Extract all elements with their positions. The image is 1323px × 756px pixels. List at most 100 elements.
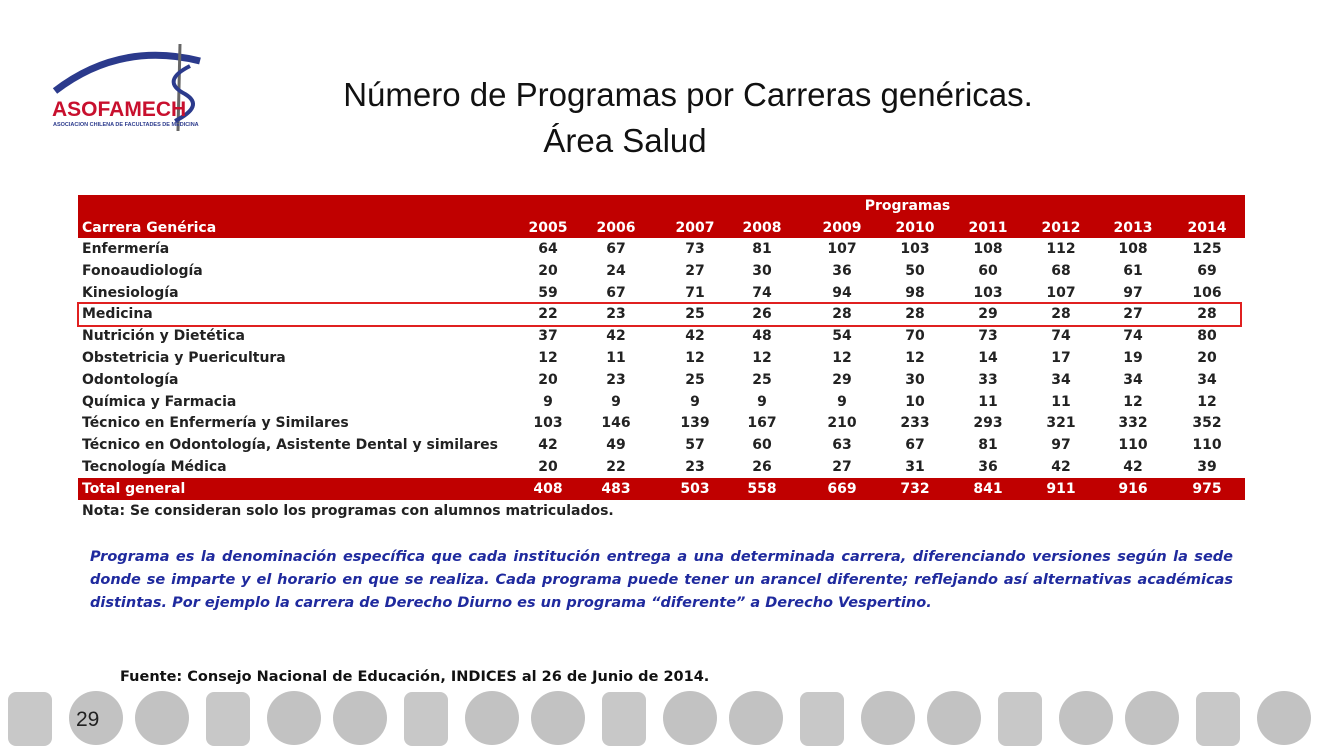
table-cell: 293 (973, 415, 1003, 432)
table-cell: Fonoaudiología (82, 262, 203, 279)
logo-name: ASOFAMECH (52, 98, 186, 121)
table-cell: 69 (1197, 262, 1217, 279)
total-cell: 669 (827, 480, 857, 497)
table-cell: 29 (978, 306, 998, 323)
table-cell: 103 (900, 241, 930, 257)
table-cell: 60 (752, 437, 772, 454)
table-cell: 28 (1197, 306, 1217, 323)
total-cell: 975 (1192, 480, 1222, 497)
subtitle: Área Salud (543, 122, 707, 159)
column-header: 2011 (968, 220, 1008, 236)
table-cell: 67 (606, 241, 626, 257)
table-cell: 12 (685, 350, 705, 366)
institution-logo (1059, 691, 1113, 745)
institution-logo (861, 691, 915, 745)
table-cell: 97 (1123, 284, 1143, 301)
institution-logo (998, 692, 1042, 746)
institution-logo (729, 691, 783, 745)
table-cell: 49 (606, 437, 626, 454)
table-cell: Técnico en Odontología, Asistente Dental… (82, 437, 498, 454)
column-header: 2010 (895, 220, 935, 236)
column-header: 2013 (1113, 220, 1153, 236)
table-cell: 34 (1123, 371, 1143, 388)
table-cell: 73 (685, 241, 705, 257)
table-cell: 23 (606, 371, 626, 388)
institution-logo (927, 691, 981, 745)
table-cell: 10 (905, 393, 925, 410)
table-cell: 233 (900, 415, 930, 432)
table-cell: 81 (752, 241, 772, 257)
logo-arc (52, 51, 201, 94)
institution-logo (531, 691, 585, 745)
table-cell: 352 (1192, 415, 1222, 432)
table-cell: 9 (757, 393, 767, 410)
total-cell: 483 (601, 480, 631, 497)
table-cell: Kinesiología (82, 284, 179, 301)
footer-logos (8, 691, 1311, 746)
total-cell: 503 (680, 480, 710, 497)
table-cell: 57 (685, 437, 705, 454)
table-cell: 12 (905, 350, 925, 366)
table-cell: 37 (538, 328, 558, 345)
table-cell: Técnico en Enfermería y Similares (82, 415, 349, 432)
table-cell: 22 (606, 459, 626, 475)
table-cell: 23 (606, 306, 626, 323)
table-cell: Tecnología Médica (82, 459, 227, 475)
table-cell: 332 (1118, 415, 1148, 432)
column-header: 2006 (596, 220, 636, 236)
table-cell: 9 (837, 393, 847, 410)
table-cell: 28 (905, 306, 925, 323)
table-cell: 139 (680, 415, 710, 432)
institution-logo (267, 691, 321, 745)
table-cell: 167 (747, 415, 777, 432)
table-cell: 98 (905, 284, 925, 301)
table-cell: 61 (1123, 262, 1143, 279)
institution-logo (404, 692, 448, 746)
table-cell: 107 (1046, 284, 1076, 301)
table-cell: 12 (538, 350, 558, 366)
header-band (78, 195, 1245, 238)
table-cell: 36 (832, 262, 852, 279)
table-cell: 25 (685, 306, 705, 323)
table-cell: 12 (752, 350, 772, 366)
table-cell: 25 (685, 371, 705, 388)
table-cell: 103 (973, 284, 1003, 301)
table-cell: 81 (978, 437, 998, 454)
table-cell: 42 (1051, 459, 1071, 475)
total-cell: 841 (973, 480, 1003, 497)
table-cell: 33 (978, 371, 998, 388)
source: Fuente: Consejo Nacional de Educación, I… (120, 669, 710, 685)
table-cell: 34 (1051, 371, 1071, 388)
table-cell: 108 (1118, 241, 1148, 257)
table-cell: 11 (1051, 393, 1071, 410)
table-cell: 12 (1197, 393, 1217, 410)
table-cell: 64 (538, 241, 558, 257)
table-cell: 23 (685, 459, 705, 475)
table-cell: 39 (1197, 459, 1217, 475)
institution-logo (465, 691, 519, 745)
table-cell: 106 (1192, 284, 1222, 301)
total-band (78, 477, 1245, 500)
table-cell: Enfermería (82, 241, 170, 257)
table-cell: 146 (601, 415, 631, 432)
table-cell: Obstetricia y Puericultura (82, 350, 286, 366)
table-cell: 11 (978, 393, 998, 410)
table-cell: 34 (1197, 371, 1217, 388)
table-cell: 97 (1051, 437, 1071, 454)
table-cell: 80 (1197, 328, 1217, 345)
table-cell: 321 (1046, 415, 1076, 432)
table-cell: 36 (978, 459, 998, 475)
table-cell: 20 (538, 459, 558, 475)
table-cell: 42 (1123, 459, 1143, 475)
total-cell: 911 (1046, 480, 1076, 497)
table-cell: Nutrición y Dietética (82, 328, 245, 345)
table-cell: 9 (611, 393, 621, 410)
description: Programa es la denominación específica q… (90, 549, 1233, 611)
table-cell: 9 (690, 393, 700, 410)
table-cell: 74 (1051, 328, 1071, 345)
table-cell: 71 (685, 284, 705, 301)
table-cell: 63 (832, 437, 852, 454)
table-cell: 14 (978, 350, 998, 366)
table-cell: 31 (905, 459, 925, 475)
